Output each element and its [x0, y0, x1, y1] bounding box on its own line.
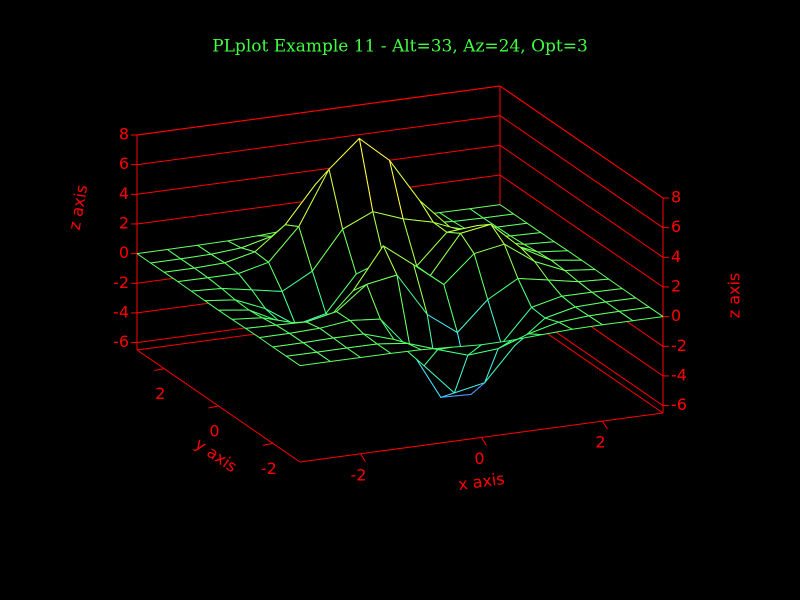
z-axis-title: z axis — [65, 183, 92, 231]
z-tick-label: 2 — [119, 213, 129, 232]
z-tick-label: -4 — [113, 302, 129, 321]
z-tick-label: -2 — [113, 273, 129, 292]
x-tick — [602, 420, 608, 430]
y-tick-label: -2 — [261, 459, 277, 478]
z-axis-title: z axis — [725, 273, 744, 319]
z-tick-label: 6 — [119, 154, 129, 173]
z-tick-label: 4 — [671, 247, 681, 266]
z-tick-label: 0 — [671, 306, 681, 325]
chart-title: PLplot Example 11 - Alt=33, Az=24, Opt=3 — [212, 37, 588, 57]
z-tick-label: -6 — [671, 395, 687, 414]
z-tick-label: 6 — [671, 217, 681, 236]
y-tick-label: 0 — [209, 422, 219, 441]
z-tick-label: 8 — [119, 125, 129, 144]
x-tick-label: 0 — [474, 449, 484, 468]
z-tick-label: 0 — [119, 243, 129, 262]
y-tick — [262, 442, 273, 446]
z-tick-label: 8 — [671, 188, 681, 207]
y-tick-label: 2 — [155, 384, 165, 403]
surface-cell — [285, 351, 331, 367]
z-tick-label: 4 — [119, 184, 129, 203]
z-tick-label: -4 — [671, 365, 687, 384]
x-axis-title: x axis — [457, 469, 506, 494]
x-tick-label: -2 — [351, 465, 367, 484]
x-tick — [481, 437, 487, 446]
y-tick — [154, 368, 165, 372]
z-tick-label: -2 — [671, 336, 687, 355]
z-tick-label: 2 — [671, 276, 681, 295]
x-tick-label: 2 — [595, 433, 605, 452]
x-tick — [360, 453, 366, 463]
y-tick — [208, 405, 219, 409]
z-tick-label: -6 — [113, 332, 129, 351]
